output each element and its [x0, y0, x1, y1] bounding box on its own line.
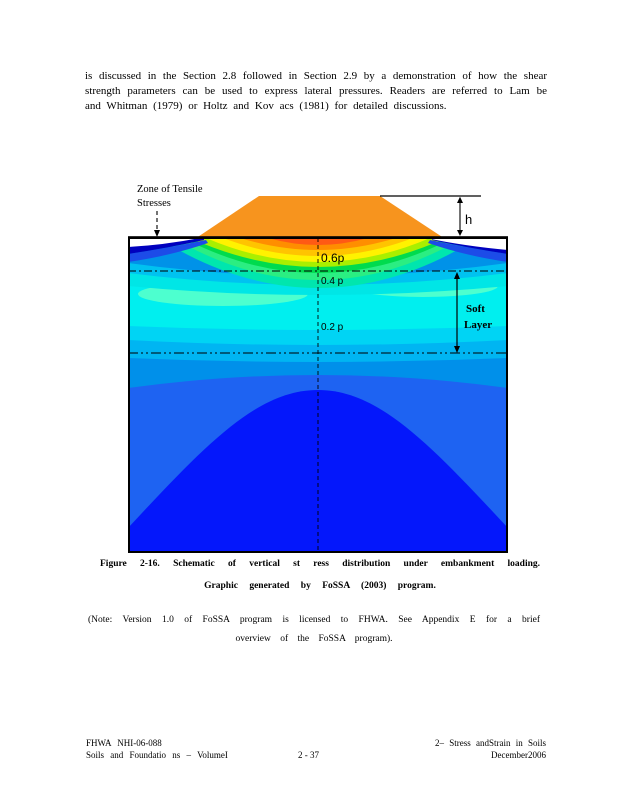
soft-layer-label-line1: Soft: [466, 303, 485, 315]
figure-caption: Figure 2-16. Schematic of vertical st re…: [100, 557, 540, 593]
stress-label-0-6p: 0.6p: [321, 251, 345, 265]
footer-doc-number: FHWA NHI-06-088: [86, 738, 162, 748]
stress-label-0-2p: 0.2 p: [321, 322, 344, 333]
h-dimension-arrow: [457, 196, 463, 236]
contour-field: [128, 238, 508, 553]
tensile-zone-label-line1: Zone of Tensile: [137, 184, 203, 195]
soft-layer-label-line2: Layer: [464, 319, 492, 331]
body-paragraph: is discussed in the Section 2.8 followed…: [85, 69, 547, 114]
tensile-zone-notch-left: [128, 238, 200, 247]
soft-layer-arrow: [454, 272, 460, 353]
plot-border: [128, 237, 508, 553]
figure-caption-line2: Graphic generated by FoSSA (2003) progra…: [204, 581, 436, 591]
stress-label-0-4p: 0.4 p: [321, 276, 344, 287]
contour-wedge-royal-right: [428, 240, 508, 262]
tensile-zone-notch-right: [426, 238, 508, 250]
page-footer: FHWA NHI-06-088 2– Stress andStrain in S…: [86, 737, 546, 761]
figure-caption-line1: Figure 2-16. Schematic of vertical st re…: [100, 559, 540, 569]
footer-chapter-title: 2– Stress andStrain in Soils: [434, 738, 546, 748]
figure-note-line1: (Note: Version 1.0 of FoSSA program is l…: [88, 615, 540, 625]
paragraph-line: strength parameters can be used to expre…: [85, 85, 547, 97]
footer-date: December2006: [491, 750, 546, 760]
figure-note-line2: overview of the FoSSA program).: [235, 634, 393, 644]
figure-note: (Note: Version 1.0 of FoSSA program is l…: [88, 613, 540, 646]
paragraph-line: and Whitman (1979) or Holtz and Kov acs …: [85, 100, 447, 112]
contour-wedge-navy-left: [128, 238, 204, 254]
footer-volume-title: Soils and Foundatio ns – VolumeI: [86, 750, 228, 760]
embankment-shape: [197, 196, 443, 238]
footer-page-number: 2 - 37: [298, 750, 319, 760]
paragraph-line: is discussed in the Section 2.8 followed…: [85, 70, 547, 82]
stress-contour-figure: h Zone of Tensile Stresses 0.6p 0.4 p 0.…: [128, 184, 508, 553]
h-label: h: [465, 212, 472, 227]
contour-wedge-royal-left: [128, 240, 208, 262]
tensile-zone-arrow: [154, 211, 160, 237]
tensile-zone-label-line2: Stresses: [137, 198, 171, 209]
